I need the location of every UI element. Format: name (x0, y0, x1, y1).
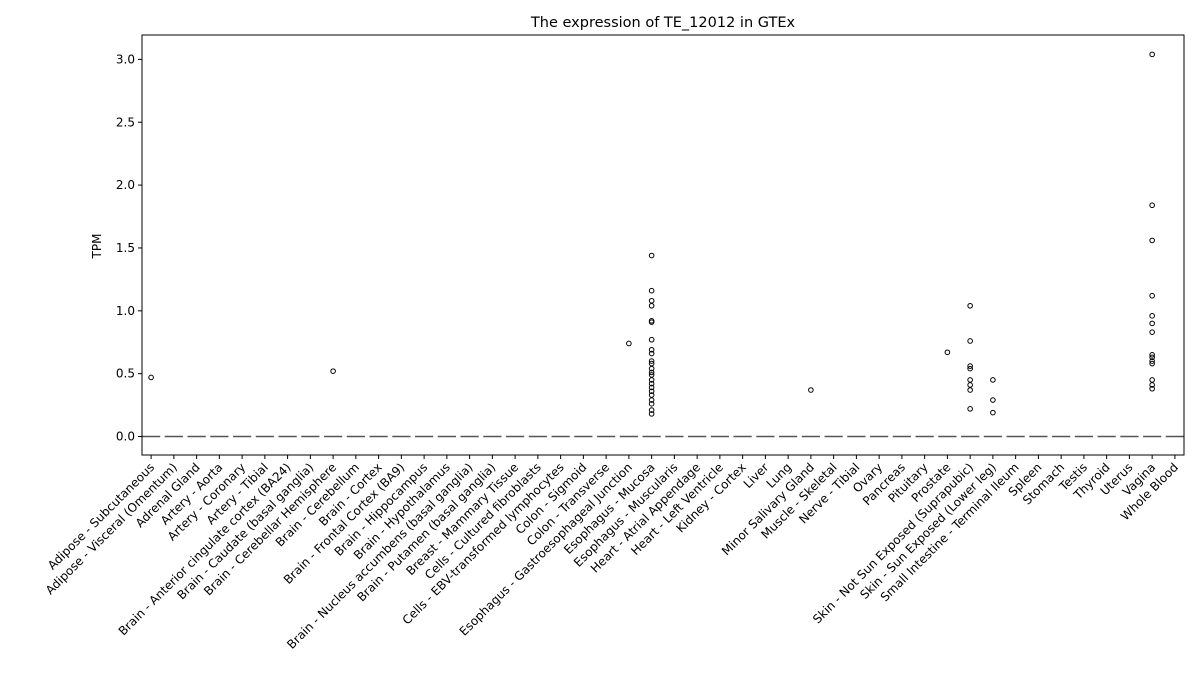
outlier-point (648, 319, 655, 325)
y-tick-label: 2.0 (116, 178, 135, 192)
outlier-point (1149, 329, 1155, 335)
outlier-point (648, 336, 655, 343)
outlier-point (648, 401, 655, 407)
outlier-point (648, 346, 655, 353)
y-tick-label: 0.5 (116, 367, 135, 381)
outlier-point (967, 365, 973, 372)
outlier-point (967, 302, 973, 309)
outlier-point (648, 377, 655, 383)
outlier-point (1149, 377, 1155, 383)
outlier-point (967, 387, 973, 393)
outlier-point (648, 365, 655, 372)
outlier-point (1149, 358, 1155, 364)
outlier-point (967, 406, 973, 412)
outlier-point (648, 369, 655, 376)
outlier-point (648, 297, 655, 304)
outlier-point (648, 388, 655, 395)
outlier-point (1149, 202, 1155, 209)
outlier-point (1149, 292, 1155, 299)
outlier-point (1149, 360, 1155, 367)
outlier-point (967, 363, 973, 369)
outlier-point (648, 350, 655, 357)
x-tick-label: Adipose - Visceral (Omentum) (43, 460, 180, 597)
outlier-point (330, 368, 336, 374)
outlier-point (1149, 237, 1155, 244)
outlier-point (967, 377, 973, 383)
y-tick-label: 1.5 (116, 241, 135, 255)
outlier-point (626, 340, 632, 347)
outlier-point (1149, 313, 1155, 319)
y-tick-label: 2.5 (116, 115, 135, 129)
plot-frame (141, 34, 1185, 456)
outlier-point (1149, 354, 1155, 361)
outlier-point (944, 349, 951, 356)
y-tick-label: 0.0 (116, 430, 135, 444)
outlier-point (648, 384, 655, 391)
outlier-point (648, 411, 655, 417)
outlier-point (967, 338, 973, 344)
outlier-point (648, 407, 655, 413)
outlier-point (990, 397, 996, 403)
outlier-point (1149, 320, 1155, 327)
outlier-point (990, 377, 996, 383)
outlier-point (967, 382, 973, 388)
outlier-point (808, 387, 814, 393)
y-tick-label: 3.0 (116, 52, 135, 66)
outlier-point (648, 397, 655, 403)
outlier-point (648, 287, 655, 294)
outlier-point (648, 252, 655, 259)
chart-title: The expression of TE_12012 in GTEx (530, 15, 796, 31)
outlier-point (990, 409, 996, 416)
outlier-point (648, 358, 655, 364)
outlier-point (1149, 51, 1155, 58)
outlier-point (1149, 382, 1155, 388)
outlier-point (648, 302, 655, 309)
outlier-point (1149, 351, 1155, 358)
y-tick-label: 1.0 (116, 304, 135, 318)
y-axis-label: TPM (90, 234, 104, 260)
outlier-point (148, 374, 154, 381)
outlier-point (648, 380, 655, 387)
x-tick-label: Liver (741, 460, 772, 491)
outlier-point (1149, 385, 1155, 392)
